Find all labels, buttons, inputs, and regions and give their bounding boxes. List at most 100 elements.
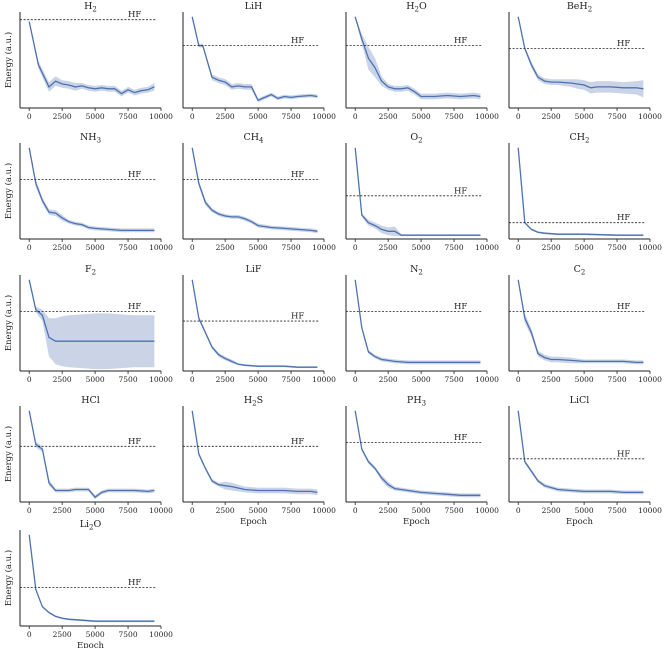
x-tick-label: 2500 bbox=[379, 243, 398, 252]
subplot-9: LiF HF 0 2500 5000 7500 10000 bbox=[182, 264, 336, 384]
x-tick-label: 5000 bbox=[412, 375, 431, 384]
subplot-0: H2 HF 0 2500 5000 7500 10000 Energy (a.u.) bbox=[3, 1, 173, 121]
hf-label: HF bbox=[128, 10, 141, 20]
hf-label: HF bbox=[454, 433, 467, 443]
x-tick-label: 2500 bbox=[53, 112, 72, 121]
x-tick-label: 10000 bbox=[312, 243, 336, 252]
uncertainty-band bbox=[192, 278, 318, 369]
x-tick-label: 10000 bbox=[149, 630, 173, 639]
x-tick-label: 5000 bbox=[249, 243, 268, 252]
x-tick-label: 10000 bbox=[312, 375, 336, 384]
title-subscript: 2 bbox=[252, 400, 256, 408]
subplot-10: N2 HF 0 2500 5000 7500 10000 bbox=[345, 264, 499, 384]
x-tick-label: 7500 bbox=[445, 112, 464, 121]
title-main: LiF bbox=[246, 264, 262, 275]
x-tick-label: 0 bbox=[353, 375, 358, 384]
title-main: CH bbox=[569, 132, 585, 143]
subplot-6: O2 HF 0 2500 5000 7500 10000 bbox=[345, 132, 499, 252]
title-main: HCl bbox=[81, 395, 100, 406]
uncertainty-band bbox=[192, 15, 318, 103]
subplot-title: Li2O bbox=[80, 519, 102, 532]
y-axis-label: Energy (a.u.) bbox=[3, 295, 14, 351]
subplot-title: F2 bbox=[85, 264, 96, 277]
x-axis-label: Epoch bbox=[403, 517, 431, 527]
x-tick-label: 0 bbox=[27, 375, 32, 384]
x-tick-label: 7500 bbox=[608, 375, 627, 384]
subplot-13: H2S HF 0 2500 5000 7500 10000 Epoch bbox=[182, 395, 336, 527]
uncertainty-band bbox=[29, 278, 155, 370]
title-suffix: O bbox=[419, 1, 427, 12]
uncertainty-band bbox=[355, 278, 481, 365]
uncertainty-band bbox=[355, 409, 481, 498]
x-tick-label: 2500 bbox=[216, 112, 235, 121]
x-tick-label: 5000 bbox=[412, 506, 431, 515]
energy-line bbox=[28, 21, 155, 95]
x-tick-label: 7500 bbox=[282, 375, 301, 384]
hf-label: HF bbox=[128, 302, 141, 312]
subplot-title: BeH2 bbox=[567, 1, 592, 14]
title-main: BeH bbox=[567, 1, 588, 12]
x-tick-label: 5000 bbox=[86, 112, 105, 121]
x-tick-label: 0 bbox=[27, 506, 32, 515]
x-tick-label: 5000 bbox=[575, 506, 594, 515]
title-subscript: 4 bbox=[259, 137, 264, 145]
x-tick-label: 10000 bbox=[638, 243, 662, 252]
x-tick-label: 0 bbox=[516, 243, 521, 252]
subplot-title: C2 bbox=[574, 264, 586, 277]
x-tick-label: 7500 bbox=[119, 506, 138, 515]
title-main: C bbox=[574, 264, 581, 275]
energy-line bbox=[517, 147, 644, 236]
title-main: PH bbox=[407, 395, 422, 406]
subplot-title: HCl bbox=[81, 395, 100, 406]
subplot-title: LiCl bbox=[570, 395, 590, 406]
x-tick-label: 7500 bbox=[282, 506, 301, 515]
x-tick-label: 0 bbox=[27, 243, 32, 252]
subplot-5: CH4 HF 0 2500 5000 7500 10000 bbox=[182, 132, 336, 252]
x-tick-label: 0 bbox=[353, 243, 358, 252]
x-tick-label: 5000 bbox=[575, 243, 594, 252]
x-tick-label: 2500 bbox=[216, 243, 235, 252]
title-subscript: 2 bbox=[418, 137, 422, 145]
x-tick-label: 5000 bbox=[86, 243, 105, 252]
x-tick-label: 10000 bbox=[149, 243, 173, 252]
x-tick-label: 7500 bbox=[119, 630, 138, 639]
subplot-11: C2 HF 0 2500 5000 7500 10000 bbox=[508, 264, 662, 384]
x-tick-label: 7500 bbox=[119, 112, 138, 121]
x-tick-label: 10000 bbox=[149, 375, 173, 384]
x-tick-label: 0 bbox=[27, 112, 32, 121]
x-tick-label: 10000 bbox=[312, 112, 336, 121]
hf-label: HF bbox=[291, 437, 304, 447]
x-tick-label: 10000 bbox=[638, 375, 662, 384]
x-tick-label: 0 bbox=[353, 112, 358, 121]
subplot-title: LiH bbox=[245, 1, 263, 12]
hf-label: HF bbox=[617, 39, 630, 49]
subplot-title: CH2 bbox=[569, 132, 589, 145]
x-tick-label: 7500 bbox=[608, 112, 627, 121]
subplot-title: PH3 bbox=[407, 395, 426, 408]
hf-label: HF bbox=[128, 170, 141, 180]
hf-label: HF bbox=[291, 312, 304, 322]
x-tick-label: 2500 bbox=[53, 630, 72, 639]
x-tick-label: 2500 bbox=[542, 375, 561, 384]
hf-label: HF bbox=[291, 36, 304, 46]
x-tick-label: 2500 bbox=[542, 243, 561, 252]
hf-label: HF bbox=[617, 213, 630, 223]
hf-label: HF bbox=[291, 170, 304, 180]
energy-line bbox=[517, 410, 644, 494]
x-tick-label: 7500 bbox=[445, 375, 464, 384]
x-tick-label: 0 bbox=[516, 112, 521, 121]
x-tick-label: 2500 bbox=[379, 506, 398, 515]
subplot-title: H2O bbox=[406, 1, 427, 14]
energy-line bbox=[517, 16, 644, 90]
subplot-4: NH3 HF 0 2500 5000 7500 10000 Energy (a.u.) bbox=[3, 132, 173, 252]
uncertainty-band bbox=[192, 146, 318, 234]
subplot-16: Li2O HF 0 2500 5000 7500 10000 Energy (a.u.) Epo… bbox=[3, 519, 173, 648]
x-tick-label: 2500 bbox=[379, 375, 398, 384]
x-tick-label: 0 bbox=[353, 506, 358, 515]
x-tick-label: 7500 bbox=[445, 243, 464, 252]
subplot-title: NH3 bbox=[80, 132, 101, 145]
title-subscript: 2 bbox=[415, 6, 419, 14]
x-tick-label: 0 bbox=[190, 506, 195, 515]
title-main: H bbox=[84, 1, 92, 12]
